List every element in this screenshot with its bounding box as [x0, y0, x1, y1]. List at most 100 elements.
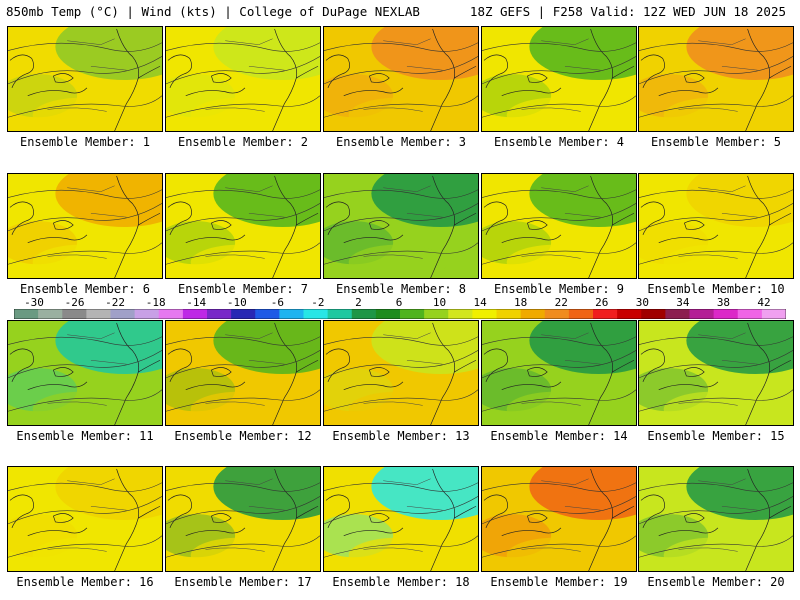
temperature-field-map	[8, 467, 162, 571]
ensemble-panel-label: Ensemble Member: 15	[647, 429, 785, 443]
temperature-field-map	[8, 27, 162, 131]
colorbar-swatch	[182, 309, 208, 319]
ensemble-panel-label: Ensemble Member: 13	[332, 429, 470, 443]
ensemble-panel-11	[7, 320, 163, 426]
colorbar-swatch	[38, 309, 63, 319]
ensemble-panel-14	[481, 320, 637, 426]
ensemble-panel-8	[323, 173, 479, 279]
temperature-field-map	[639, 27, 793, 131]
ensemble-panel-label: Ensemble Member: 10	[647, 282, 785, 296]
colorbar-swatch	[110, 309, 136, 319]
colorbar-swatch	[62, 309, 87, 319]
ensemble-panel-5	[638, 26, 794, 132]
colorbar-tick-label: 2	[355, 296, 362, 309]
ensemble-panel-label: Ensemble Member: 19	[490, 575, 628, 589]
ensemble-panel-label: Ensemble Member: 3	[335, 135, 467, 149]
temperature-field-map	[324, 174, 478, 278]
chart-title: 850mb Temp (°C) | Wind (kts) | College o…	[6, 4, 420, 19]
colorbar-tick-label: 22	[554, 296, 568, 309]
ensemble-panel-9	[481, 173, 637, 279]
colorbar-swatch	[713, 309, 739, 319]
temperature-field-map	[324, 27, 478, 131]
ensemble-panel-3	[323, 26, 479, 132]
colorbar-tick-label: 18	[514, 296, 528, 309]
colorbar-swatch	[496, 309, 522, 319]
colorbar-tick-label: 14	[473, 296, 487, 309]
colorbar-swatch	[255, 309, 280, 319]
colorbar-swatch	[134, 309, 160, 319]
temperature-field-map	[482, 321, 636, 425]
ensemble-panel-label: Ensemble Member: 9	[493, 282, 625, 296]
colorbar-tick-label: 6	[395, 296, 403, 309]
temperature-field-map	[324, 321, 478, 425]
colorbar-swatch	[617, 309, 642, 319]
colorbar-tick-label: 42	[757, 296, 771, 309]
temperature-field-map	[166, 321, 320, 425]
ensemble-panel-18	[323, 466, 479, 572]
colorbar-swatch	[14, 309, 39, 319]
ensemble-panel-label: Ensemble Member: 11	[16, 429, 154, 443]
colorbar-swatch	[207, 309, 232, 319]
ensemble-panel-label: Ensemble Member: 4	[493, 135, 625, 149]
colorbar-swatch	[689, 309, 715, 319]
ensemble-panel-label: Ensemble Member: 12	[174, 429, 312, 443]
ensemble-panel-label: Ensemble Member: 8	[335, 282, 467, 296]
ensemble-panel-15	[638, 320, 794, 426]
colorbar-swatch	[520, 309, 546, 319]
temperature-field-map	[166, 467, 320, 571]
ensemble-panel-2	[165, 26, 321, 132]
ensemble-panel-label: Ensemble Member: 2	[177, 135, 309, 149]
colorbar-tick-label: -18	[145, 296, 166, 309]
colorbar-swatch	[231, 309, 256, 319]
ensemble-panel-label: Ensemble Member: 5	[650, 135, 782, 149]
ensemble-panel-12	[165, 320, 321, 426]
temperature-field-map	[324, 467, 478, 571]
colorbar-swatch	[472, 309, 498, 319]
colorbar-tick-label: -30	[24, 296, 44, 309]
colorbar-swatch	[303, 309, 329, 319]
ensemble-panel-label: Ensemble Member: 7	[177, 282, 309, 296]
colorbar-tick-label: 30	[635, 296, 649, 309]
ensemble-panel-label: Ensemble Member: 20	[647, 575, 785, 589]
colorbar-tick-label: 10	[432, 296, 447, 309]
temperature-field-map	[8, 174, 162, 278]
colorbar-tick-label: -14	[186, 296, 207, 309]
colorbar-tick-label: -22	[105, 296, 126, 309]
colorbar-swatch	[424, 309, 449, 319]
colorbar-swatch	[375, 309, 401, 319]
colorbar-tick-label: -2	[311, 296, 325, 309]
ensemble-panel-20	[638, 466, 794, 572]
ensemble-panel-19	[481, 466, 637, 572]
colorbar-swatch	[448, 309, 473, 319]
ensemble-panel-16	[7, 466, 163, 572]
colorbar-swatch	[158, 309, 184, 319]
colorbar-swatch	[544, 309, 570, 319]
colorbar-swatch	[400, 309, 425, 319]
ensemble-panel-label: Ensemble Member: 1	[19, 135, 151, 149]
ensemble-panel-7	[165, 173, 321, 279]
ensemble-panel-label: Ensemble Member: 16	[16, 575, 154, 589]
colorbar-tick-label: -6	[270, 296, 284, 309]
temperature-field-map	[482, 174, 636, 278]
temperature-field-map	[166, 174, 320, 278]
colorbar-swatch	[351, 309, 377, 319]
temperature-field-map	[482, 467, 636, 571]
ensemble-panel-label: Ensemble Member: 17	[174, 575, 312, 589]
colorbar-swatch	[279, 309, 305, 319]
ensemble-panel-label: Ensemble Member: 6	[19, 282, 151, 296]
temperature-field-map	[639, 467, 793, 571]
run-info: 18Z GEFS | F258 Valid: 12Z WED JUN 18 20…	[469, 4, 786, 19]
colorbar-swatch	[665, 309, 691, 319]
ensemble-panel-1	[7, 26, 163, 132]
colorbar-swatch	[568, 309, 594, 319]
colorbar-tick-label: -10	[226, 296, 247, 309]
ensemble-panel-13	[323, 320, 479, 426]
ensemble-panel-label: Ensemble Member: 14	[490, 429, 628, 443]
colorbar-swatch	[737, 309, 763, 319]
colorbar-tick-label: -26	[64, 296, 85, 309]
ensemble-panel-6	[7, 173, 163, 279]
temperature-colorbar	[14, 309, 786, 319]
colorbar-swatch	[761, 309, 786, 319]
temperature-field-map	[166, 27, 320, 131]
colorbar-swatch	[86, 309, 112, 319]
